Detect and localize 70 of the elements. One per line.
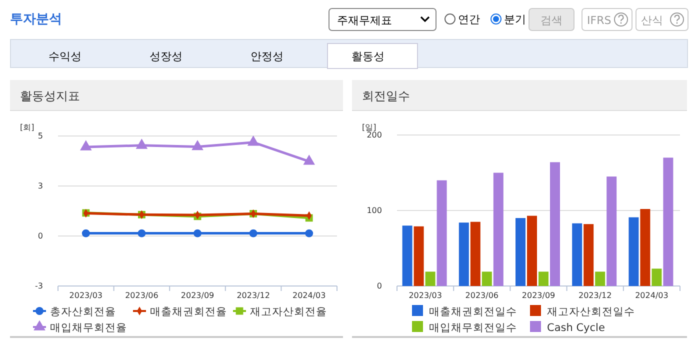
bar — [425, 272, 436, 286]
bar — [584, 224, 594, 286]
legend-label: Cash Cycle — [547, 322, 605, 334]
y-axis-title: [회] — [20, 123, 34, 132]
dropdown: 주재무제표 — [328, 8, 436, 31]
y-tick-label: 100 — [366, 206, 382, 216]
bar — [402, 226, 412, 286]
bar — [414, 226, 424, 286]
point — [82, 229, 90, 238]
bar — [572, 223, 582, 286]
point — [192, 140, 204, 150]
y-axis-title: [일] — [362, 123, 376, 132]
y-tick-label: 200 — [366, 130, 382, 140]
text: 성장성 — [150, 50, 182, 63]
y-tick-label: 3 — [38, 182, 43, 191]
point — [194, 229, 202, 238]
y-tick-label: 0 — [38, 232, 43, 241]
legend-label: 총자산회전율 — [50, 306, 116, 318]
x-tick-label: 2023/12 — [578, 290, 612, 300]
x-tick-label: 2023/06 — [465, 290, 499, 300]
legend-label: 매출채권회전일수 — [429, 306, 517, 318]
text: 투자분석 — [10, 12, 62, 27]
bar — [527, 216, 537, 286]
text: 연간 — [458, 13, 480, 26]
point — [303, 154, 315, 165]
chart-title: 회전일수 — [362, 89, 410, 103]
point — [305, 229, 314, 238]
bar — [595, 272, 606, 286]
point — [136, 138, 148, 149]
x-tick-label: 2023/03 — [408, 290, 442, 300]
bar — [628, 217, 639, 286]
x-tick-label: 2023/03 — [69, 290, 103, 300]
bar — [606, 176, 617, 286]
text: 안정성 — [250, 50, 284, 63]
x-tick-label: 2024/03 — [292, 290, 326, 300]
button: 산식 — [636, 8, 688, 31]
bar — [493, 172, 504, 286]
text: 분기 — [504, 13, 526, 26]
y-tick-label: 0 — [376, 282, 382, 291]
point — [80, 140, 92, 150]
x-tick-label: 2023/09 — [522, 290, 556, 300]
bar — [640, 208, 650, 286]
legend-label: 재고자산회전일수 — [547, 306, 635, 318]
text: 수익성 — [48, 50, 82, 63]
bar — [652, 268, 662, 286]
bar — [436, 180, 447, 286]
bar — [516, 218, 526, 286]
bar — [663, 158, 674, 286]
bar — [538, 272, 548, 286]
button: 검색 — [528, 8, 574, 31]
y-tick-label: -3 — [35, 282, 43, 291]
chart-title: 활동성지표 — [20, 89, 80, 103]
x-tick-label: 2023/09 — [180, 290, 214, 300]
legend-label: 매입채무회전율 — [50, 322, 127, 334]
bar — [458, 222, 469, 286]
x-tick-label: 2023/12 — [236, 290, 270, 300]
button: IFRS — [582, 8, 632, 31]
point — [249, 229, 258, 238]
bar — [550, 162, 560, 286]
legend-label: 매입채무회전일수 — [429, 322, 517, 334]
legend-label: 매출채권회전율 — [150, 306, 227, 318]
text: 활동성 — [352, 50, 384, 63]
bar — [470, 222, 480, 286]
legend-label: 재고자산회전율 — [250, 306, 327, 318]
point — [247, 136, 260, 146]
x-tick-label: 2023/06 — [125, 290, 158, 300]
point — [138, 229, 146, 238]
bar — [482, 272, 492, 286]
y-tick-label: 5 — [38, 132, 43, 141]
x-tick-label: 2024/03 — [635, 290, 668, 300]
